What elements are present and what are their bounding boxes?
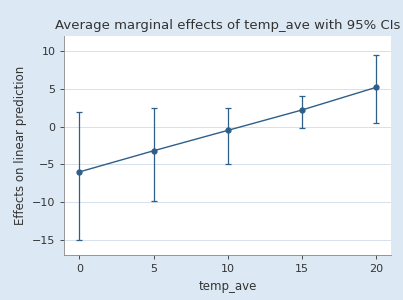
X-axis label: temp_ave: temp_ave bbox=[199, 280, 257, 292]
Title: Average marginal effects of temp_ave with 95% CIs: Average marginal effects of temp_ave wit… bbox=[55, 19, 401, 32]
Y-axis label: Effects on linear prediction: Effects on linear prediction bbox=[14, 66, 27, 225]
